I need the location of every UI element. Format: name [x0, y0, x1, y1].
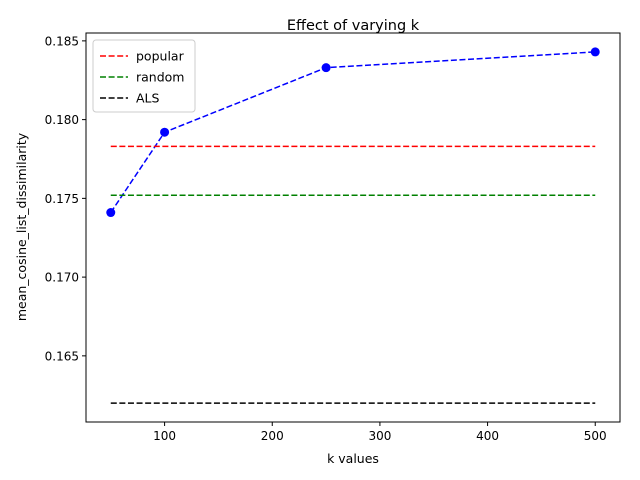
- plot-frame: [85, 32, 621, 423]
- y-tick-label: 0.175: [45, 192, 79, 206]
- x-axis-label: k values: [327, 451, 379, 466]
- x-tick-label: 400: [476, 429, 499, 443]
- y-axis: 0.165 0.170 0.175 0.180 0.185: [45, 34, 86, 363]
- data-point: [321, 63, 331, 73]
- y-axis-label: mean_cosine_list_dissimilarity: [14, 132, 29, 321]
- y-tick-label: 0.165: [45, 349, 79, 363]
- y-tick-label: 0.170: [45, 271, 79, 285]
- chart-title: Effect of varying k: [287, 18, 420, 34]
- legend: popular random ALS: [92, 39, 196, 113]
- legend-box: [92, 39, 196, 113]
- x-tick-label: 500: [584, 429, 607, 443]
- series-line-k-values: [110, 51, 596, 213]
- x-axis: 100 200 300 400 500: [153, 422, 607, 443]
- legend-label-random: random: [136, 70, 184, 85]
- data-point: [106, 208, 116, 218]
- y-tick-label: 0.180: [45, 113, 79, 127]
- x-tick-label: 200: [261, 429, 284, 443]
- data-point: [160, 127, 170, 137]
- plot-area: [106, 47, 600, 404]
- data-point: [590, 47, 600, 57]
- x-tick-label: 300: [368, 429, 391, 443]
- y-tick-label: 0.185: [45, 34, 79, 48]
- legend-label-popular: popular: [136, 49, 185, 64]
- legend-label-ALS: ALS: [136, 91, 160, 106]
- x-tick-label: 100: [153, 429, 176, 443]
